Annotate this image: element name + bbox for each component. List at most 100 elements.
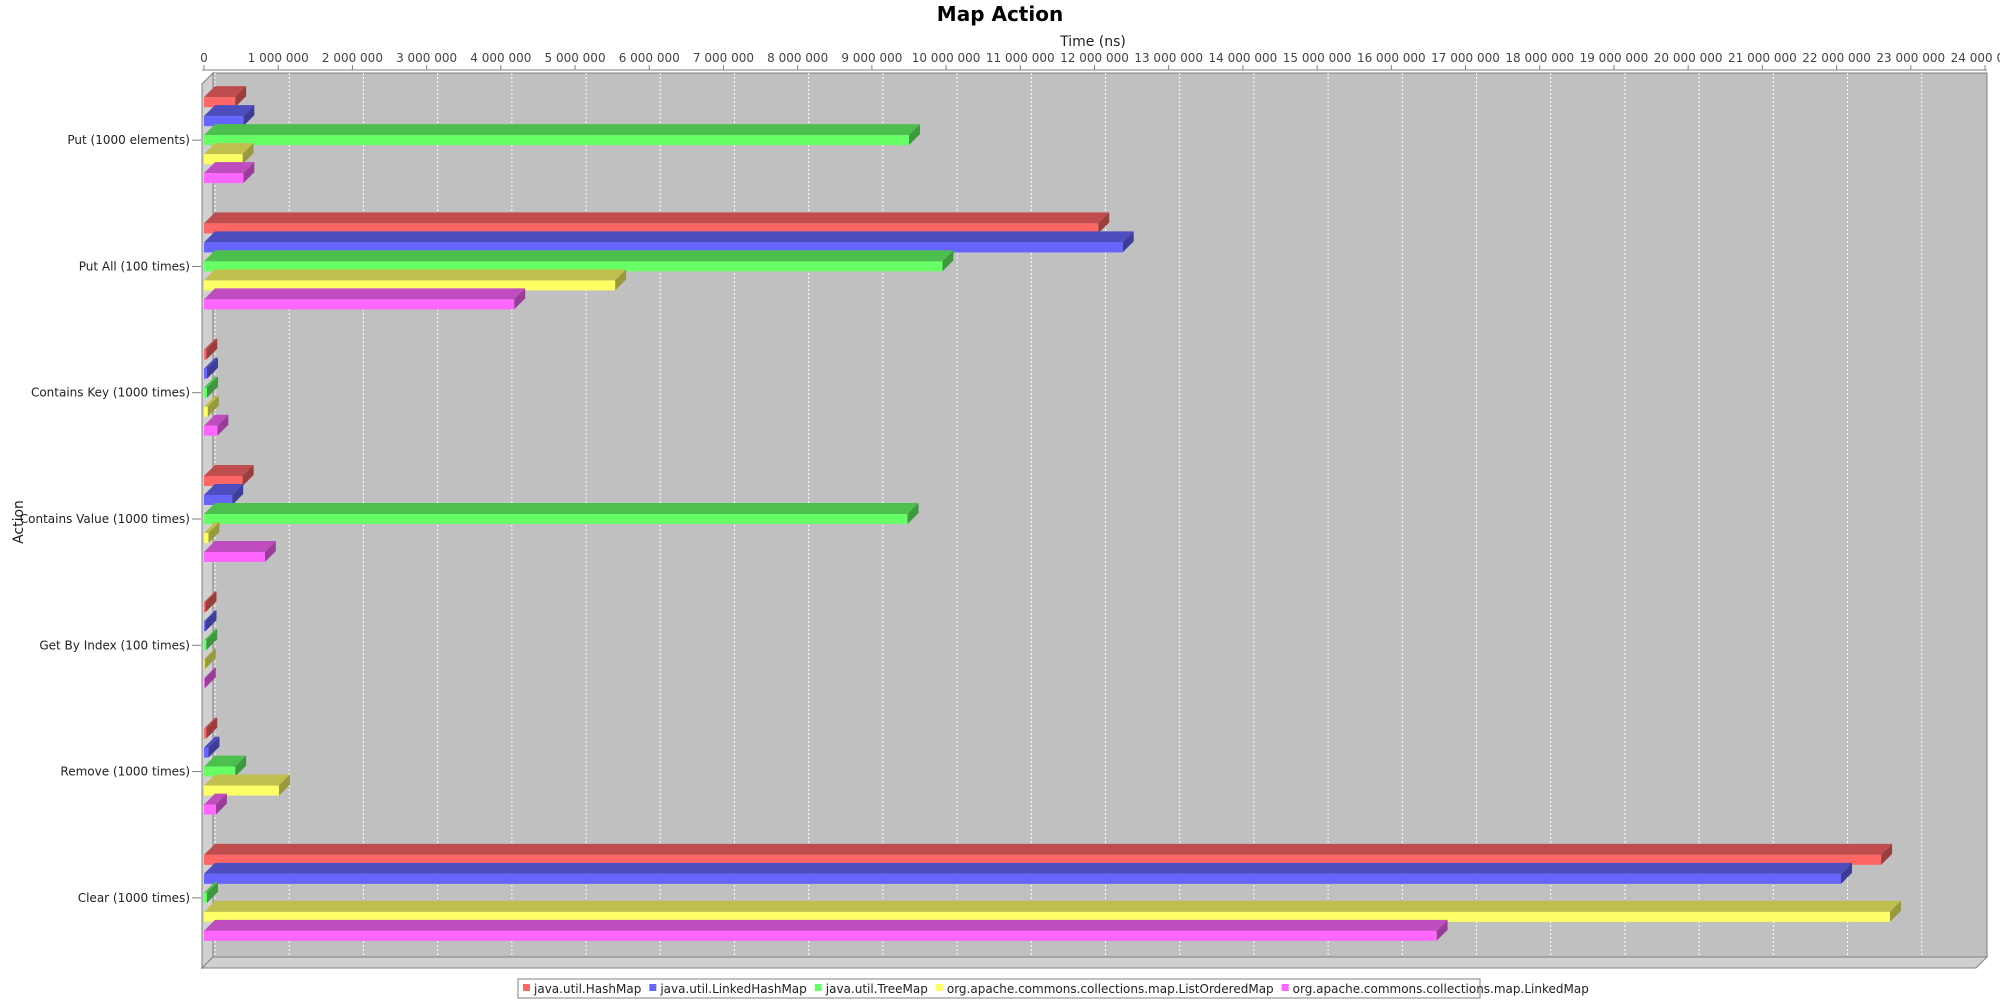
legend-entry: java.util.HashMap (533, 982, 641, 996)
bar-side (217, 414, 229, 436)
x-tick-label: 7 000 000 (693, 51, 754, 65)
bar (204, 338, 218, 360)
bar-top (204, 212, 1110, 224)
x-axis-label: Time (ns) (1059, 34, 1126, 50)
x-tick-label: 22 000 000 (1802, 51, 1871, 65)
bar-top (204, 862, 1853, 874)
bar-side (235, 86, 247, 108)
legend-swatch (523, 984, 530, 991)
bar-face (204, 747, 209, 758)
bar-face (204, 533, 209, 543)
bar-face (204, 854, 1882, 865)
bar-face (204, 368, 207, 379)
bar-side (278, 774, 290, 796)
bar-top (204, 231, 1134, 243)
bar-top (204, 591, 217, 603)
bar (204, 105, 255, 127)
bar-face (204, 97, 236, 108)
bar-side (1841, 862, 1853, 884)
bar-top (204, 162, 255, 174)
bar-top (204, 376, 218, 388)
bar (204, 862, 1853, 884)
bar (204, 843, 1893, 865)
y-category-label: Contains Value (1000 times) (20, 512, 190, 526)
bar (204, 162, 255, 184)
bar-face (204, 621, 206, 632)
bar (204, 484, 244, 505)
bar (204, 288, 526, 310)
bar (204, 717, 218, 739)
bar (204, 736, 220, 758)
x-tick-label: 16 000 000 (1357, 51, 1426, 65)
y-category-label: Clear (1000 times) (78, 891, 190, 905)
legend-entry: java.util.TreeMap (825, 982, 928, 996)
bar (204, 881, 218, 903)
x-tick-label: 21 000 000 (1728, 51, 1797, 65)
x-tick-label: 14 000 000 (1209, 51, 1278, 65)
bar (204, 124, 920, 146)
bar-face (204, 495, 233, 505)
x-tick-label: 15 000 000 (1283, 51, 1352, 65)
y-category-label: Put All (100 times) (79, 259, 190, 273)
x-tick-label: 17 000 000 (1431, 51, 1500, 65)
bar-top (204, 288, 526, 300)
bar-face (204, 135, 909, 146)
bar-side (205, 591, 217, 613)
bar-face (204, 873, 1842, 884)
bar-face (204, 804, 216, 815)
bar-side (205, 610, 217, 632)
bar (204, 250, 954, 272)
chart-title: Map Action (937, 2, 1063, 26)
bar-top (204, 648, 216, 660)
bar (204, 376, 218, 398)
bar-face (204, 242, 1123, 253)
bar (204, 212, 1110, 234)
legend-entry: org.apache.commons.collections.map.ListO… (947, 982, 1274, 996)
bar-top (204, 919, 1448, 931)
x-tick-label: 9 000 000 (841, 51, 902, 65)
bar-face (204, 116, 244, 127)
bar-side (1122, 231, 1134, 253)
bar-face (204, 406, 208, 417)
bar-side (243, 105, 255, 127)
bar-side (208, 736, 220, 758)
bar-side (204, 648, 216, 670)
bar (204, 395, 219, 417)
bar (204, 919, 1448, 941)
bar-top (204, 338, 218, 350)
bar-top (204, 629, 218, 641)
bar-side (243, 162, 255, 184)
bar-face (204, 514, 908, 524)
bar-side (242, 143, 254, 165)
x-tick-label: 5 000 000 (545, 51, 606, 65)
y-category-label: Remove (1000 times) (60, 765, 190, 779)
bar-side (206, 357, 218, 379)
bar-face (204, 349, 207, 360)
bar-side (206, 717, 218, 739)
bar-face (204, 425, 218, 436)
bar-face (204, 892, 207, 903)
bar-top (204, 357, 218, 369)
bar (204, 793, 227, 815)
bar (204, 648, 216, 670)
bar-side (206, 881, 218, 903)
bar-face (204, 911, 1891, 922)
bar-top (204, 269, 627, 281)
bar-face (204, 173, 244, 184)
y-category-label: Get By Index (100 times) (39, 638, 190, 652)
x-tick-label: 20 000 000 (1654, 51, 1723, 65)
bar-face (204, 602, 206, 613)
bar (204, 86, 247, 108)
bar-top (204, 541, 276, 552)
bar-face (204, 299, 515, 310)
bar-side (907, 503, 919, 524)
bar-side (942, 250, 954, 272)
bar-side (615, 269, 627, 291)
bar (204, 143, 254, 165)
bar-top (204, 503, 919, 514)
bar-side (235, 755, 247, 777)
y-category-label: Contains Key (1000 times) (31, 386, 190, 400)
bar-top (204, 414, 229, 426)
legend: java.util.HashMap java.util.LinkedHashMap… (517, 978, 1589, 999)
